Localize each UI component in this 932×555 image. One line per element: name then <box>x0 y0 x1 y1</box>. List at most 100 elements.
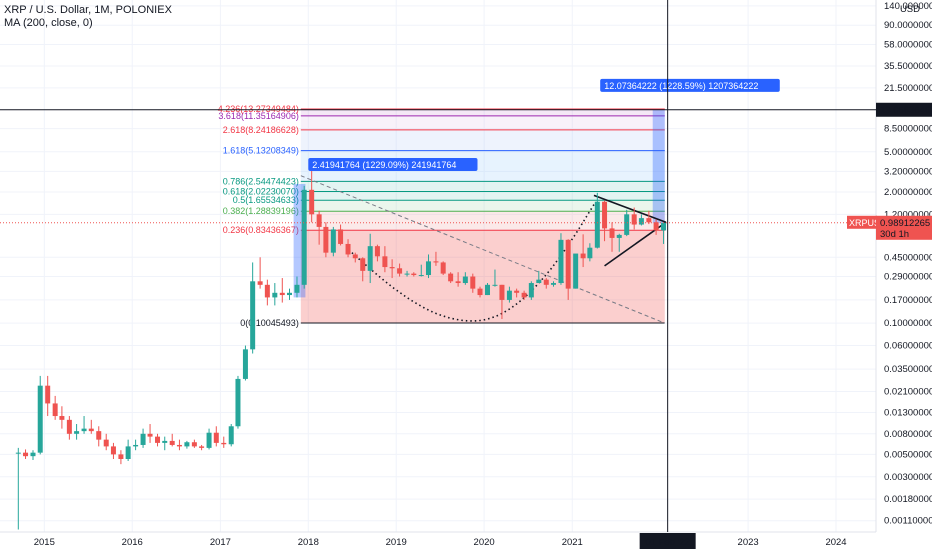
candle-body <box>382 256 388 268</box>
candle <box>587 243 593 262</box>
candle <box>133 439 139 451</box>
candle-body <box>506 290 512 300</box>
candle-body <box>448 273 454 282</box>
candle <box>638 214 644 226</box>
candle-body <box>316 214 322 227</box>
candle-body <box>301 189 307 285</box>
candle-body <box>616 234 622 238</box>
candle-body <box>74 431 80 434</box>
candle-body <box>528 283 534 298</box>
unit-label: USD <box>900 4 920 15</box>
candle-body <box>425 261 431 276</box>
candle <box>360 257 366 282</box>
y-tick-label: 0.03500000 <box>884 364 932 375</box>
candle-body <box>345 243 351 255</box>
y-tick-label: 5.00000000 <box>884 147 932 158</box>
candle <box>52 395 58 420</box>
candle <box>206 428 212 450</box>
last-price-badge <box>876 215 932 240</box>
candle <box>418 264 424 277</box>
y-tick-label: 3.20000000 <box>884 166 932 177</box>
candle <box>425 254 431 279</box>
candle-body <box>580 253 586 259</box>
x-tick-label: 2021 <box>562 537 583 548</box>
y-tick-label: 140.00000000 <box>884 1 932 12</box>
candle-body <box>37 385 43 453</box>
crosshair-price-text: 13.05636462 <box>880 105 932 116</box>
y-tick-label: 0.00500000 <box>884 449 932 460</box>
candle-body <box>169 440 175 445</box>
measure-label-text: 12.07364222 (1228.59%) 1207364222 <box>604 81 758 91</box>
candle <box>646 210 652 225</box>
y-tick-label: 0.06000000 <box>884 341 932 352</box>
measure-label-text: 2.41941764 (1229.09%) 241941764 <box>312 160 456 170</box>
candle-body <box>397 268 403 274</box>
fib-zone <box>300 109 665 116</box>
y-tick-label: 0.00180000 <box>884 494 932 505</box>
candle <box>184 440 190 449</box>
candle <box>176 439 182 451</box>
candle <box>352 252 358 263</box>
candle-body <box>661 222 667 231</box>
symbol-badge <box>847 215 877 229</box>
candle-body <box>309 189 315 215</box>
candle <box>389 259 395 279</box>
candle <box>169 433 175 447</box>
candle <box>506 286 512 303</box>
x-tick-label: 2020 <box>474 537 495 548</box>
fib-zone <box>300 181 665 192</box>
x-tick-label: 2024 <box>825 537 846 548</box>
measure-label: 12.07364222 (1228.59%) 1207364222 <box>600 78 780 92</box>
fib-level-label: 0.5(1.65534633) <box>233 195 299 205</box>
candle-body <box>352 254 358 259</box>
candle-body <box>521 292 527 298</box>
candle-body <box>338 229 344 244</box>
candle-body <box>565 239 571 289</box>
candle <box>616 233 622 252</box>
candle-body <box>477 288 483 296</box>
symbol-badge-text: XRPUSD <box>849 218 887 228</box>
candle <box>147 424 153 443</box>
candle-body <box>125 446 131 459</box>
candle-body <box>653 222 659 231</box>
candle <box>140 428 146 448</box>
fib-zone <box>300 191 665 201</box>
fib-zone <box>300 211 665 231</box>
candle <box>521 290 527 300</box>
candle-body <box>404 273 410 275</box>
candle-body <box>433 261 439 263</box>
candle <box>125 439 131 461</box>
indicator-legend[interactable]: MA (200, close, 0) <box>4 17 93 29</box>
symbol-title[interactable]: XRP / U.S. Dollar, 1M, POLONIEX <box>4 4 172 16</box>
diagonal-trend-line <box>300 175 665 324</box>
candle-body <box>470 276 476 289</box>
x-tick-label: 2018 <box>298 537 319 548</box>
candle-body <box>543 279 549 285</box>
candle <box>15 447 21 530</box>
y-tick-label: 21.50000000 <box>884 83 932 94</box>
candle-body <box>462 276 468 284</box>
y-tick-label: 58.00000000 <box>884 39 932 50</box>
candle-body <box>272 292 278 298</box>
candle <box>440 261 446 276</box>
candle <box>162 436 168 451</box>
candle-body <box>213 432 219 443</box>
candle-body <box>176 444 182 447</box>
x-tick-label: 2023 <box>738 537 759 548</box>
measure-label: 2.41941764 (1229.09%) 241941764 <box>308 157 478 171</box>
x-tick-label: 2019 <box>386 537 407 548</box>
candle <box>374 244 380 262</box>
candle <box>558 233 564 285</box>
candle-body <box>96 431 102 440</box>
measure-label-bg <box>308 157 478 171</box>
candle <box>470 273 476 293</box>
candle-body <box>514 290 520 293</box>
candle-body <box>52 403 58 417</box>
candle-body <box>147 433 153 437</box>
candle <box>221 436 227 448</box>
candle <box>257 257 263 289</box>
crosshair-date-badge <box>639 533 696 549</box>
candle <box>624 209 630 237</box>
